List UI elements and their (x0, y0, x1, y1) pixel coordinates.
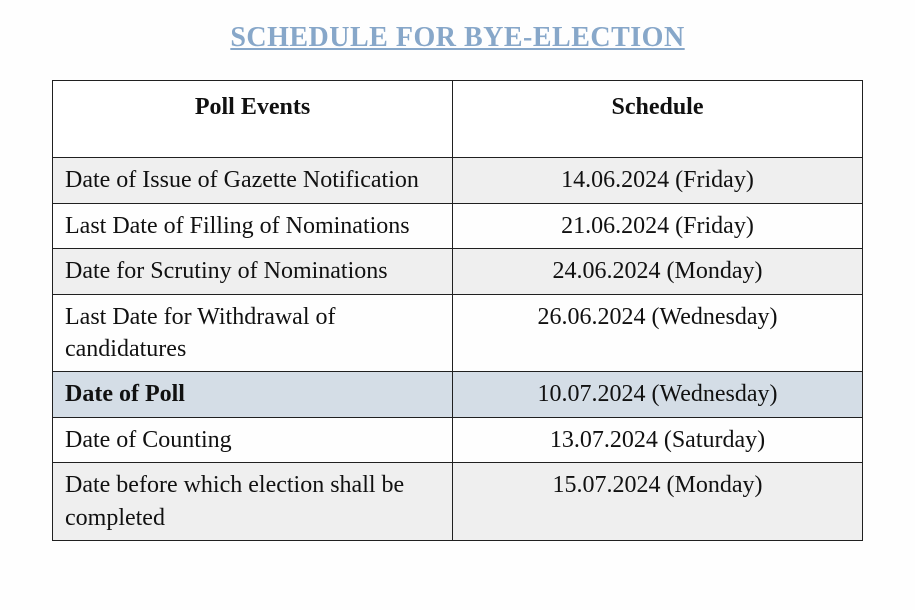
table-row: Date of Counting 13.07.2024 (Saturday) (53, 417, 863, 462)
event-cell: Date of Counting (53, 417, 453, 462)
event-cell: Date of Poll (53, 372, 453, 417)
page-title: SCHEDULE FOR BYE-ELECTION (0, 22, 915, 54)
table-row: Date for Scrutiny of Nominations 24.06.2… (53, 249, 863, 294)
table-row: Date of Issue of Gazette Notification 14… (53, 158, 863, 203)
table-row: Date of Poll 10.07.2024 (Wednesday) (53, 372, 863, 417)
event-cell: Date before which election shall be comp… (53, 463, 453, 541)
event-cell: Date of Issue of Gazette Notification (53, 158, 453, 203)
date-cell: 13.07.2024 (Saturday) (453, 417, 863, 462)
table-row: Last Date of Filling of Nominations 21.0… (53, 203, 863, 248)
date-cell: 21.06.2024 (Friday) (453, 203, 863, 248)
date-cell: 15.07.2024 (Monday) (453, 463, 863, 541)
event-cell: Last Date for Withdrawal of candidatures (53, 294, 453, 372)
schedule-table: Poll Events Schedule Date of Issue of Ga… (52, 80, 863, 541)
table-row: Last Date for Withdrawal of candidatures… (53, 294, 863, 372)
column-header-events: Poll Events (53, 81, 453, 158)
column-header-schedule: Schedule (453, 81, 863, 158)
date-cell: 26.06.2024 (Wednesday) (453, 294, 863, 372)
table-row: Date before which election shall be comp… (53, 463, 863, 541)
event-cell: Date for Scrutiny of Nominations (53, 249, 453, 294)
table-header-row: Poll Events Schedule (53, 81, 863, 158)
date-cell: 24.06.2024 (Monday) (453, 249, 863, 294)
event-cell: Last Date of Filling of Nominations (53, 203, 453, 248)
date-cell: 14.06.2024 (Friday) (453, 158, 863, 203)
date-cell: 10.07.2024 (Wednesday) (453, 372, 863, 417)
document-page: SCHEDULE FOR BYE-ELECTION Poll Events Sc… (0, 0, 915, 610)
